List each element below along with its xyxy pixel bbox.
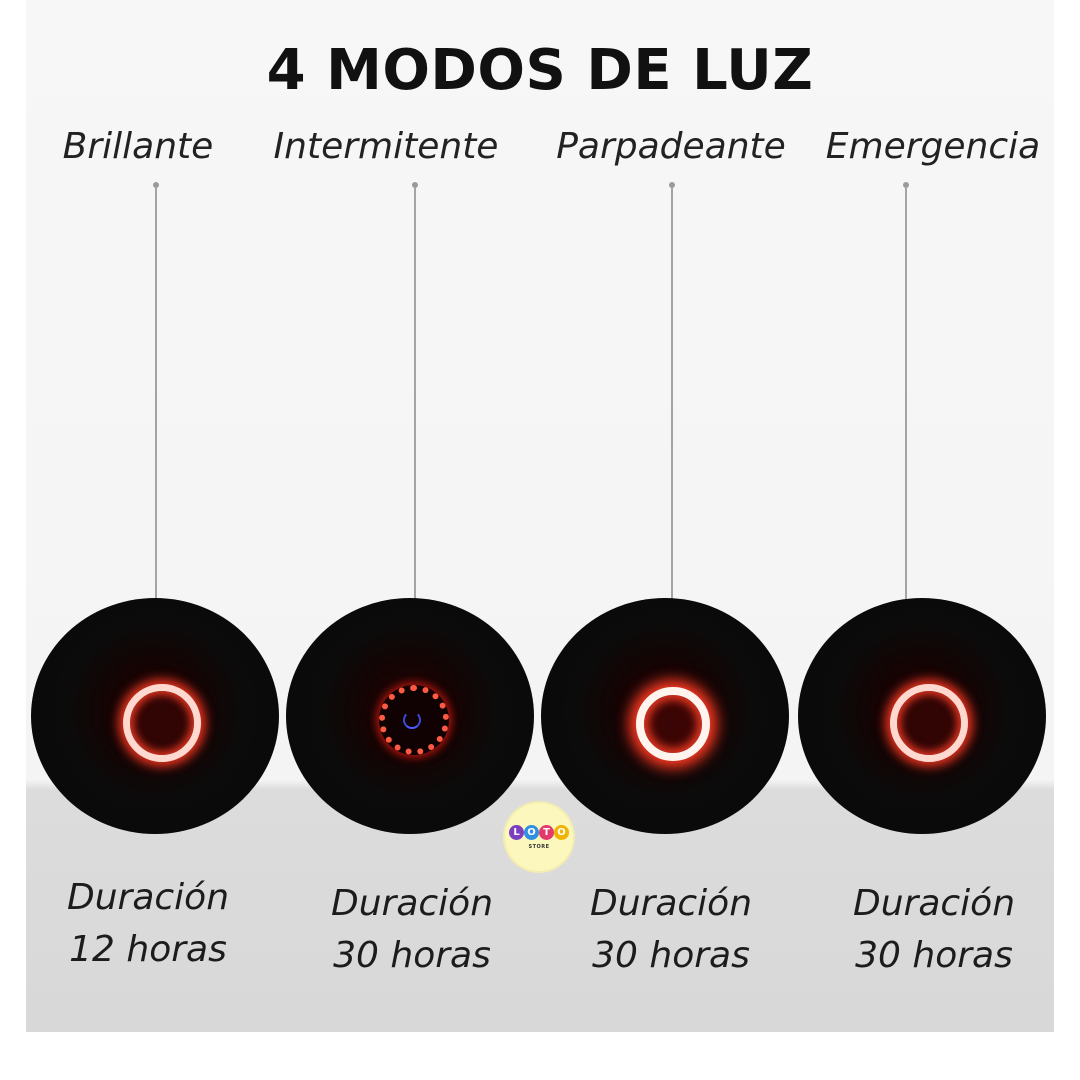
mode-label-emergencia: Emergencia: [825, 126, 1041, 167]
loto-store-logo: L O T O STORE: [505, 803, 573, 871]
pin-dot: [153, 182, 159, 188]
logo-letter: T: [539, 825, 554, 840]
logo-letters: L O T O: [509, 825, 569, 841]
duration-parpadeante: Duración 30 horas: [590, 878, 752, 982]
light-ring-icon: [123, 684, 201, 762]
duration-title: Duración: [852, 883, 1016, 924]
logo-subtitle: STORE: [528, 844, 550, 850]
pin-line: [414, 187, 416, 599]
mode-label-brillante: Brillante: [62, 126, 214, 167]
pin-dot: [412, 182, 418, 188]
duration-value: 30 horas: [855, 935, 1013, 976]
blue-indicator-icon: [403, 711, 421, 729]
pin-line: [905, 187, 907, 599]
mode-label-parpadeante: Parpadeante: [556, 126, 786, 167]
light-disc-brillante: [31, 598, 279, 834]
duration-value: 30 horas: [592, 935, 750, 976]
light-disc-parpadeante: [541, 598, 789, 834]
duration-value: 30 horas: [333, 935, 491, 976]
page-title: 4 MODOS DE LUZ: [266, 38, 814, 103]
light-disc-intermitente: [286, 598, 534, 834]
mode-label-intermitente: Intermitente: [273, 126, 499, 167]
light-ring-icon: [890, 684, 968, 762]
logo-letter: L: [509, 825, 524, 840]
duration-title: Duración: [66, 877, 230, 918]
bright-ring-icon: [636, 687, 710, 761]
duration-title: Duración: [330, 883, 494, 924]
duration-title: Duración: [589, 883, 753, 924]
duration-value: 12 horas: [69, 929, 227, 970]
pin-line: [671, 187, 673, 599]
duration-intermitente: Duración 30 horas: [331, 878, 493, 982]
light-disc-emergencia: [798, 598, 1046, 834]
pin-dot: [669, 182, 675, 188]
duration-brillante: Duración 12 horas: [67, 872, 229, 976]
logo-letter: O: [554, 825, 569, 840]
pin-dot: [903, 182, 909, 188]
pin-line: [155, 187, 157, 599]
logo-letter: O: [524, 825, 539, 840]
duration-emergencia: Duración 30 horas: [853, 878, 1015, 982]
